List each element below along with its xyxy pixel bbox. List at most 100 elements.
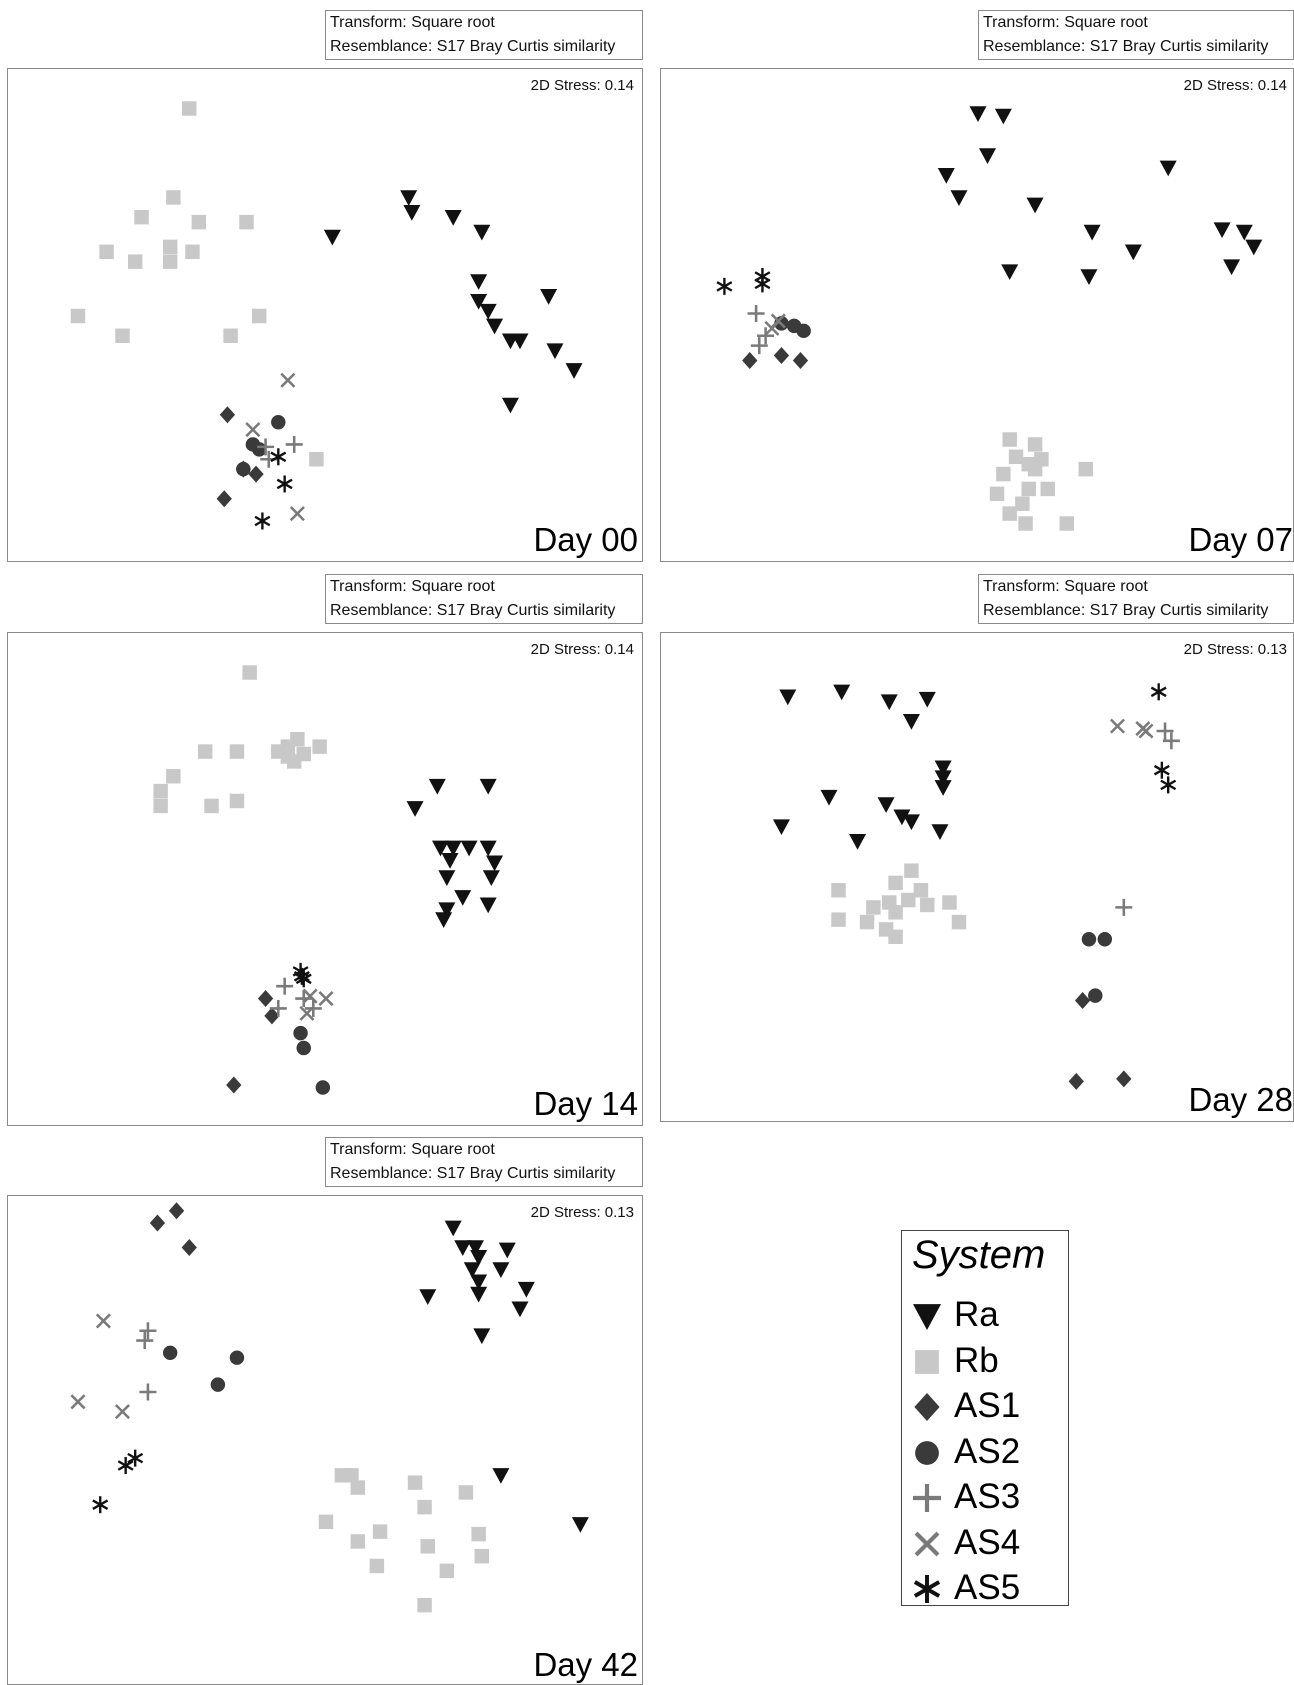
point-as1-1 (1068, 1072, 1084, 1090)
point-as5-0 (716, 277, 733, 295)
point-rb-14 (309, 452, 324, 467)
point-ra-5 (463, 1262, 481, 1278)
point-ra-14 (435, 912, 453, 929)
point-ra-2 (979, 148, 997, 164)
point-rb-9 (420, 1539, 435, 1554)
point-ra-0 (969, 106, 987, 122)
point-ra-1 (833, 684, 851, 701)
point-ra-11 (454, 890, 472, 906)
day-label: Day 42 (533, 1646, 638, 1683)
point-as2-2 (796, 323, 811, 339)
point-rb-8 (1040, 481, 1055, 497)
stress-label: 2D Stress: 0.14 (1183, 77, 1287, 94)
point-as1-2 (181, 1238, 197, 1256)
legend: System Ra Rb AS1 AS2 AS3 AS4 AS5 (901, 1230, 1069, 1607)
point-ra-13 (479, 897, 497, 914)
resemblance-text: Resemblance: S17 Bray Curtis similarity (983, 602, 1269, 619)
point-ra-2 (880, 694, 898, 711)
point-as5-1 (276, 475, 293, 493)
point-ra-13 (1080, 269, 1098, 285)
point-rb-6 (127, 254, 143, 269)
point-as4-0 (95, 1313, 111, 1329)
point-rb-10 (1015, 496, 1030, 511)
point-ra-6 (934, 770, 952, 787)
point-rb-14 (951, 914, 967, 930)
square-icon (915, 1349, 939, 1374)
point-ra-10 (511, 333, 529, 350)
point-ra-4 (918, 691, 936, 708)
point-ra-13 (492, 1468, 510, 1484)
point-ra-1 (454, 1240, 472, 1256)
point-rb-12 (901, 892, 916, 908)
point-as1-0 (168, 1202, 185, 1220)
legend-label: Rb (954, 1340, 999, 1380)
point-as5-2 (92, 1496, 109, 1514)
stress-label: 2D Stress: 0.14 (530, 641, 634, 658)
point-rb-4 (458, 1485, 474, 1500)
point-as3-2 (1162, 732, 1180, 750)
point-as1-0 (1074, 992, 1091, 1009)
point-rb-0 (182, 101, 197, 116)
point-as5-2 (754, 267, 771, 285)
scatter-svg (153, 665, 504, 1095)
point-rb-3 (913, 883, 929, 898)
point-ra-8 (820, 789, 838, 806)
point-ra-0 (428, 778, 446, 795)
day-label: Day 28 (1188, 1081, 1293, 1118)
point-rb-5 (99, 244, 114, 260)
point-rb-4 (239, 214, 254, 230)
point-as3-1 (1156, 722, 1174, 740)
circle-icon (915, 1440, 939, 1465)
day-label: Day 07 (1188, 521, 1293, 558)
point-as5-2 (1160, 776, 1177, 794)
point-rb-3 (1027, 437, 1043, 452)
point-ra-14 (571, 1517, 589, 1533)
resemblance-text: Resemblance: S17 Bray Curtis similarity (330, 602, 616, 619)
point-as5-1 (117, 1457, 134, 1474)
point-rb-9 (153, 783, 168, 799)
transform-info-box: Transform: Square root Resemblance: S17 … (325, 10, 643, 60)
point-as1-2 (792, 351, 809, 369)
point-ra-12 (546, 343, 564, 360)
point-rb-14 (417, 1597, 432, 1613)
point-ra-0 (444, 1220, 462, 1237)
day-label: Day 00 (533, 521, 638, 558)
point-rb-8 (166, 769, 181, 784)
resemblance-text: Resemblance: S17 Bray Curtis similarity (330, 38, 616, 55)
point-as1-1 (773, 347, 790, 365)
legend-label: AS5 (954, 1568, 1021, 1607)
transform-info-box: Transform: Square root Resemblance: S17 … (978, 10, 1294, 60)
point-ra-12 (473, 1328, 491, 1345)
point-rb-8 (162, 254, 178, 269)
point-as1-0 (219, 406, 236, 424)
diamond-icon (914, 1393, 940, 1421)
plot-area: 2D Stress: 0.14 Day 00 (7, 68, 643, 562)
point-ra-10 (438, 870, 456, 887)
point-rb-2 (350, 1480, 366, 1495)
point-ra-6 (492, 1262, 510, 1278)
point-as3-0 (747, 305, 765, 323)
plus-icon (913, 1484, 941, 1512)
transform-text: Transform: Square root (330, 1141, 495, 1158)
plot-area: 2D Stress: 0.14 Day 14 (7, 632, 643, 1126)
legend-label: AS2 (954, 1431, 1021, 1471)
legend-item-as2: AS2 (910, 1430, 1065, 1474)
day-label: Day 14 (533, 1085, 638, 1122)
point-rb-12 (223, 328, 238, 343)
point-ra-6 (479, 840, 497, 857)
point-rb-4 (920, 897, 935, 913)
point-rb-12 (1018, 516, 1033, 531)
point-as4-1 (770, 313, 786, 329)
legend-item-rb: Rb (910, 1339, 1065, 1383)
point-as3-1 (136, 1332, 154, 1350)
point-ra-7 (934, 780, 952, 796)
point-ra-14 (1223, 259, 1241, 276)
point-ra-9 (482, 870, 500, 887)
point-rb-11 (115, 328, 130, 343)
point-rb-12 (369, 1558, 385, 1574)
point-ra-8 (470, 1286, 488, 1303)
point-rb-1 (344, 1468, 359, 1483)
point-rb-9 (185, 244, 200, 260)
point-as2-0 (271, 414, 286, 430)
cross-icon (914, 1531, 940, 1556)
